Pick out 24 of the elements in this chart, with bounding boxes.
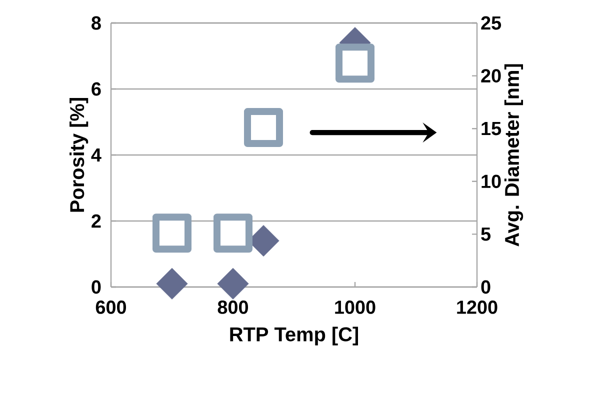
y-tick-label: 4 xyxy=(91,148,102,162)
y-tick-label: 0 xyxy=(92,280,101,294)
x-tick-label: 1000 xyxy=(335,300,376,314)
y2-tick-label: 25 xyxy=(481,16,502,30)
point xyxy=(336,44,374,83)
y2-tick-label: 0 xyxy=(481,280,490,294)
y2-tick-label: 15 xyxy=(482,122,502,136)
y2-tick-label: 5 xyxy=(481,228,491,241)
point xyxy=(244,108,283,148)
y2-axis-title: Avg. Diameter [nm] xyxy=(504,64,524,246)
y-tick-label: 2 xyxy=(92,214,101,228)
y-tick-label: 8 xyxy=(92,16,101,30)
point xyxy=(156,268,188,300)
y-axis-title: Porosity [%] xyxy=(70,98,88,212)
x-axis-title: RTP Temp [C] xyxy=(230,326,358,346)
y-tick-label: 6 xyxy=(92,82,101,96)
x-tick-label: 600 xyxy=(96,300,126,314)
x-tick-label: 1200 xyxy=(457,300,498,314)
y2-tick-label: 10 xyxy=(482,174,501,188)
x-tick-label: 800 xyxy=(218,300,248,314)
y2-tick-label: 20 xyxy=(481,69,501,82)
point xyxy=(214,214,252,253)
point xyxy=(217,268,249,300)
point xyxy=(152,214,192,253)
